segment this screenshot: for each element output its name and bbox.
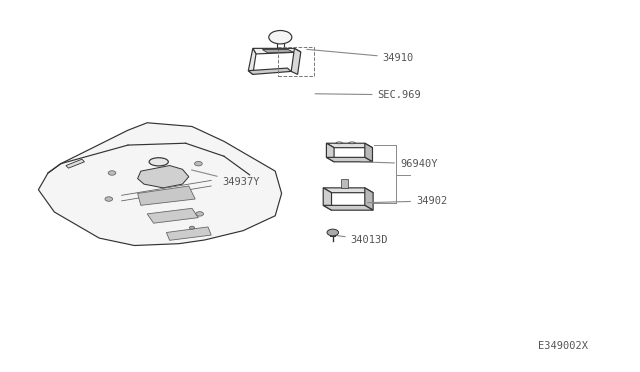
Polygon shape xyxy=(326,143,334,162)
Polygon shape xyxy=(147,208,198,223)
Text: 34902: 34902 xyxy=(367,196,447,206)
Circle shape xyxy=(189,226,195,229)
Polygon shape xyxy=(66,159,84,168)
Circle shape xyxy=(327,229,339,236)
Text: SEC.969: SEC.969 xyxy=(315,90,421,100)
Circle shape xyxy=(196,212,204,216)
Circle shape xyxy=(105,197,113,201)
Polygon shape xyxy=(138,186,195,205)
Text: 96940Y: 96940Y xyxy=(361,159,438,169)
Circle shape xyxy=(269,31,292,44)
Text: E349002X: E349002X xyxy=(538,341,588,351)
Text: 34910: 34910 xyxy=(307,49,414,62)
Text: 34013D: 34013D xyxy=(330,235,388,245)
Polygon shape xyxy=(248,48,256,74)
Ellipse shape xyxy=(349,142,355,144)
Polygon shape xyxy=(253,48,301,54)
Polygon shape xyxy=(323,205,373,210)
Polygon shape xyxy=(262,49,293,53)
Ellipse shape xyxy=(149,158,168,166)
Polygon shape xyxy=(166,227,211,240)
Polygon shape xyxy=(323,188,373,193)
Bar xyxy=(341,179,348,188)
Polygon shape xyxy=(326,157,372,162)
Polygon shape xyxy=(365,188,373,210)
Polygon shape xyxy=(365,143,372,162)
Polygon shape xyxy=(138,166,189,188)
Polygon shape xyxy=(323,188,332,210)
Circle shape xyxy=(108,171,116,175)
Circle shape xyxy=(195,161,202,166)
Polygon shape xyxy=(248,68,291,74)
Polygon shape xyxy=(38,123,282,246)
Polygon shape xyxy=(291,48,301,74)
Text: 34937Y: 34937Y xyxy=(191,170,260,187)
Ellipse shape xyxy=(336,142,342,144)
Polygon shape xyxy=(326,143,372,148)
